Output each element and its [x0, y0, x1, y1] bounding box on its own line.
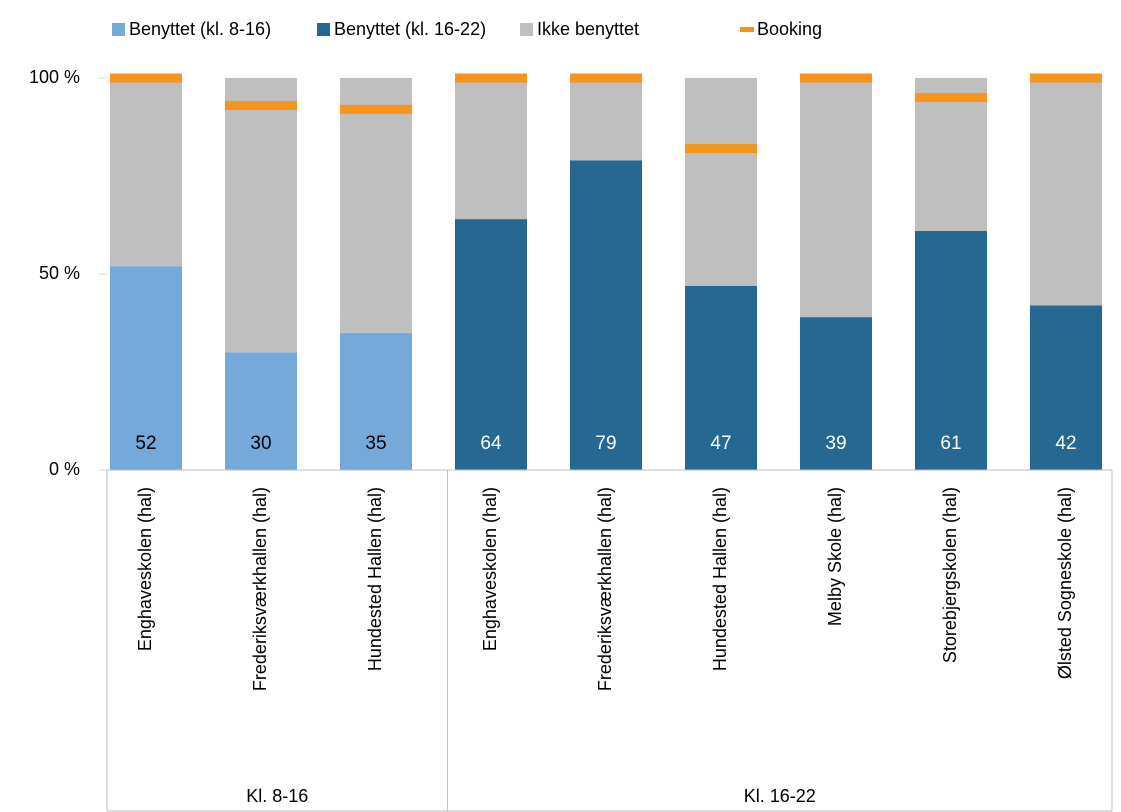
booking-marker: [685, 144, 757, 154]
legend-label: Booking: [757, 19, 822, 39]
bar-segment: [340, 332, 412, 470]
bar-segment: [225, 78, 297, 353]
x-tick-label: Enghaveskolen (hal): [135, 487, 155, 651]
bar-segment: [570, 160, 642, 470]
bar-segment: [800, 78, 872, 318]
booking-marker: [800, 73, 872, 83]
legend-swatch: [520, 23, 533, 36]
x-tick-label: Storebjergskolen (hal): [940, 487, 960, 663]
bar-segment: [455, 219, 527, 470]
legend-swatch: [317, 23, 330, 36]
x-tick-label: Hundested Hallen (hal): [365, 487, 385, 671]
data-label: 79: [595, 433, 616, 454]
x-tick-label: Hundested Hallen (hal): [710, 487, 730, 671]
x-tick-label: Enghaveskolen (hal): [480, 487, 500, 651]
x-tick-label: Melby Skole (hal): [825, 487, 845, 626]
y-tick-label: 0 %: [49, 459, 80, 479]
data-label: 35: [365, 433, 386, 454]
data-label: 39: [825, 433, 846, 454]
bar-segment: [455, 78, 527, 220]
booking-marker: [570, 73, 642, 83]
bar-segment: [110, 266, 182, 470]
x-tick-label: Frederiksværkhallen (hal): [595, 487, 615, 691]
legend-swatch: [740, 27, 754, 32]
bar-segment: [225, 352, 297, 470]
data-label: 52: [135, 433, 156, 454]
booking-marker: [915, 93, 987, 103]
legend-swatch: [112, 23, 125, 36]
bar-segment: [1030, 78, 1102, 306]
bar-segment: [110, 78, 182, 267]
x-tick-label: Frederiksværkhallen (hal): [250, 487, 270, 691]
bar-segment: [915, 230, 987, 470]
data-label: 61: [940, 433, 961, 454]
booking-marker: [110, 73, 182, 83]
data-label: 47: [710, 433, 731, 454]
group-label: Kl. 16-22: [744, 786, 816, 806]
bar-segment: [570, 78, 642, 161]
legend-label: Benyttet (kl. 8-16): [129, 19, 271, 39]
y-tick-label: 100 %: [29, 67, 80, 87]
bar-segment: [915, 78, 987, 231]
booking-marker: [225, 100, 297, 110]
bar-segment: [340, 78, 412, 333]
group-label: Kl. 8-16: [246, 786, 308, 806]
booking-marker: [1030, 73, 1102, 83]
data-label: 64: [480, 433, 502, 454]
data-label: 42: [1055, 433, 1076, 454]
x-tick-label: Ølsted Sogneskole (hal): [1055, 487, 1075, 679]
booking-marker: [340, 104, 412, 114]
legend-label: Benyttet (kl. 16-22): [334, 19, 486, 39]
bar-segment: [1030, 305, 1102, 470]
y-tick-label: 50 %: [39, 263, 80, 283]
booking-marker: [455, 73, 527, 83]
legend-label: Ikke benyttet: [537, 19, 639, 39]
data-label: 30: [250, 433, 271, 454]
bar-segment: [685, 285, 757, 470]
bar-segment: [800, 317, 872, 470]
bar-segment: [685, 78, 757, 286]
